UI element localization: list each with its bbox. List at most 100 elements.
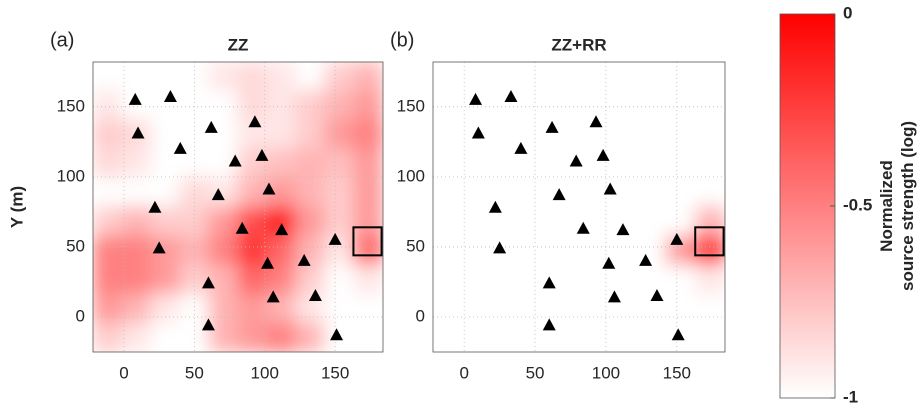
heat-cell <box>695 264 725 295</box>
heat-cell <box>353 264 383 295</box>
heat-cell <box>266 235 297 266</box>
x-tick-label: 0 <box>459 363 468 382</box>
heat-cell <box>490 322 522 352</box>
station <box>607 290 621 303</box>
heat-cell <box>237 322 268 352</box>
heat-cell <box>695 90 725 121</box>
heat-cell <box>266 62 297 92</box>
station <box>504 90 518 103</box>
heat-cell <box>578 293 609 324</box>
heat-cell <box>266 119 297 150</box>
heat-cell <box>636 90 668 121</box>
station <box>569 154 583 167</box>
chart-title: ZZ+RR <box>551 35 606 54</box>
heat-cell <box>150 293 181 324</box>
heat-cell <box>461 322 492 352</box>
heat-cell <box>150 90 181 121</box>
heat-cell <box>324 62 355 92</box>
station <box>261 256 275 269</box>
heat-cell <box>520 264 551 295</box>
heat-cell <box>93 119 123 150</box>
station <box>650 288 664 301</box>
station <box>266 290 280 303</box>
heat-cell <box>461 206 492 237</box>
heat-cell <box>433 235 463 266</box>
heat-cell <box>179 264 210 295</box>
y-tick-label: 0 <box>76 306 85 325</box>
heat-cell <box>695 119 725 150</box>
heat-cell <box>666 235 697 266</box>
heat-cell <box>520 90 551 121</box>
heat-cell <box>208 235 239 266</box>
heat-cell <box>666 293 697 324</box>
heat-cell <box>578 90 609 121</box>
station <box>201 276 215 289</box>
heat-cell <box>353 62 383 92</box>
heat-cell <box>549 62 580 92</box>
heat-cell <box>695 177 725 208</box>
heat-cell <box>295 90 326 121</box>
x-tick-label: 50 <box>526 363 545 382</box>
x-tick-label: 100 <box>251 363 279 382</box>
heat-cell <box>208 90 239 121</box>
station <box>297 253 311 266</box>
station <box>469 92 483 105</box>
station <box>330 328 344 341</box>
station <box>493 241 507 254</box>
heat-cell <box>666 119 697 150</box>
station <box>576 221 590 234</box>
heat-cell <box>353 148 383 179</box>
heat-cell <box>461 148 492 179</box>
heat-cell <box>121 62 152 92</box>
x-tick-label: 50 <box>185 363 204 382</box>
heat-cell <box>93 206 123 237</box>
heat-cell <box>353 119 383 150</box>
heat-cell <box>93 235 123 266</box>
heat-cell <box>121 177 152 208</box>
heat-cell <box>636 177 668 208</box>
heat-cell <box>208 264 239 295</box>
station <box>173 141 187 154</box>
heat-cell <box>295 62 326 92</box>
heat-cell <box>295 148 326 179</box>
heat-cell <box>636 264 668 295</box>
heat-cell <box>121 148 152 179</box>
heat-cell <box>150 322 181 352</box>
panel-label: (a) <box>50 29 74 51</box>
heat-cell <box>520 206 551 237</box>
heat-cell <box>666 264 697 295</box>
heat-cell <box>490 119 522 150</box>
y-tick-label: 0 <box>416 306 425 325</box>
heat-cell <box>578 62 609 92</box>
heat-cell <box>578 235 609 266</box>
heat-cell <box>208 293 239 324</box>
heat-cell <box>266 148 297 179</box>
plot-frame <box>432 61 726 353</box>
heat-cell <box>93 90 123 121</box>
heat-cell <box>461 177 492 208</box>
y-tick-label: 150 <box>397 96 425 115</box>
heat-cell <box>295 264 326 295</box>
heat-cell <box>433 62 463 92</box>
station <box>328 232 342 245</box>
heat-cell <box>433 177 463 208</box>
station <box>639 253 653 266</box>
colorbar-label: Normalized source strength (log) <box>877 121 917 291</box>
station <box>589 115 603 128</box>
chart-title: ZZ <box>228 35 249 54</box>
x-tick-label: 100 <box>592 363 620 382</box>
heat-cell <box>353 177 383 208</box>
heatmap-area <box>93 62 383 352</box>
station <box>131 126 145 139</box>
heat-cell <box>237 90 268 121</box>
heat-cell <box>666 62 697 92</box>
heat-cell <box>179 206 210 237</box>
colorbar-label-line: source strength (log) <box>898 121 917 291</box>
y-tick-label: 50 <box>66 236 85 255</box>
heat-cell <box>490 293 522 324</box>
station <box>603 182 617 195</box>
heat-cell <box>208 177 239 208</box>
heatmap <box>433 62 725 352</box>
heat-cell <box>636 322 668 352</box>
station <box>488 200 502 213</box>
